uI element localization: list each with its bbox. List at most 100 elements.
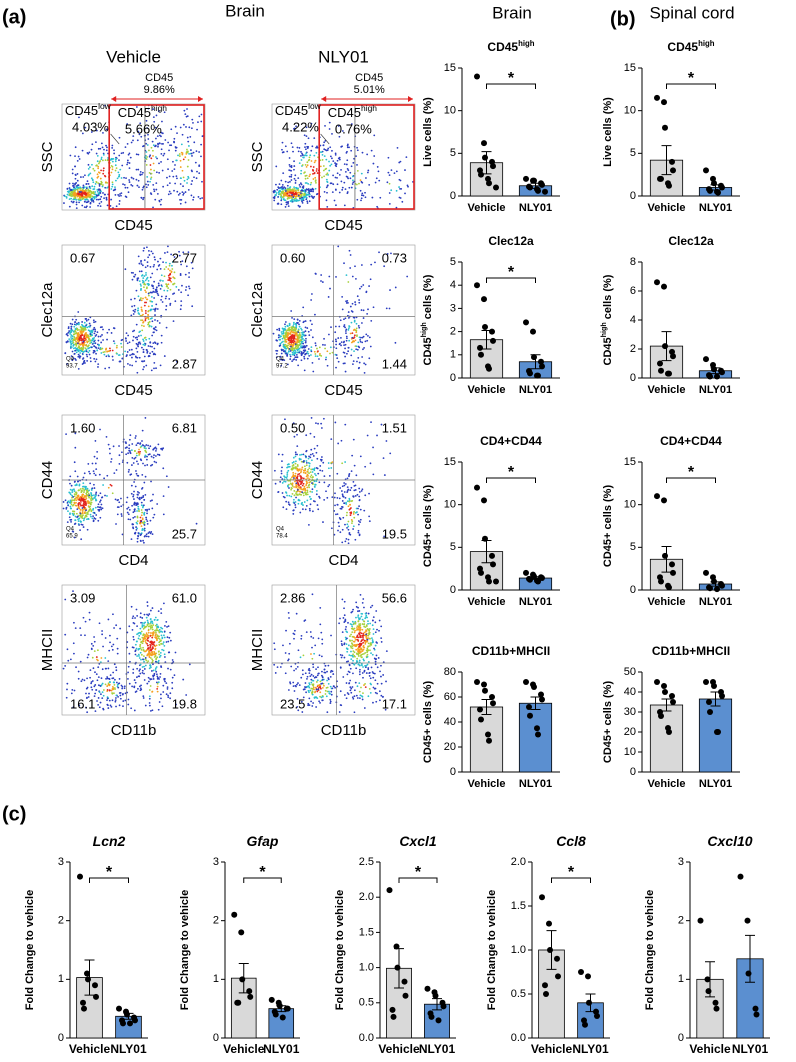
cell-dot <box>160 612 163 615</box>
cell-dot <box>186 178 189 181</box>
cell-dot <box>95 181 98 184</box>
cell-dot <box>296 445 299 448</box>
cell-dot <box>153 188 155 191</box>
cell-dot <box>355 277 357 280</box>
gate-value: 0.76% <box>335 121 372 136</box>
cell-dot <box>363 362 366 365</box>
cell-dot <box>104 186 107 189</box>
cell-dot <box>292 509 295 512</box>
cell-dot <box>335 189 337 191</box>
cell-dot <box>72 347 75 350</box>
cell-dot <box>338 525 341 528</box>
cell-dot <box>137 687 139 690</box>
cell-dot <box>310 459 313 462</box>
cell-dot <box>275 192 278 194</box>
cell-dot <box>88 191 90 194</box>
cell-dot <box>111 160 114 163</box>
cell-dot <box>94 462 97 465</box>
cell-dot <box>355 322 358 325</box>
cell-dot <box>347 329 350 331</box>
cell-dot <box>316 444 319 447</box>
cell-dot <box>89 190 92 193</box>
cell-dot <box>335 204 337 207</box>
cell-dot <box>151 628 154 631</box>
cell-dot <box>113 189 116 191</box>
cell-dot <box>354 495 357 497</box>
cell-dot <box>142 504 145 507</box>
cell-dot <box>310 468 313 471</box>
cell-dot <box>102 184 104 186</box>
cell-dot <box>88 173 90 176</box>
cell-dot <box>306 491 309 494</box>
cell-dot <box>74 328 77 331</box>
cell-dot <box>405 156 408 159</box>
cell-dot <box>123 176 125 179</box>
cell-dot <box>88 330 91 332</box>
cell-dot <box>77 155 80 158</box>
cell-dot <box>148 355 151 358</box>
cell-dot <box>151 507 154 510</box>
cell-dot <box>74 192 77 195</box>
cell-dot <box>73 689 76 692</box>
cell-dot <box>313 137 316 140</box>
cell-dot <box>348 473 351 475</box>
cell-dot <box>162 495 165 498</box>
cell-dot <box>187 188 190 191</box>
cell-dot <box>76 159 79 162</box>
cell-dot <box>389 452 392 455</box>
cell-dot <box>117 498 120 501</box>
cell-dot <box>166 176 168 179</box>
cell-dot <box>97 339 100 342</box>
cell-dot <box>96 176 99 179</box>
cell-dot <box>303 487 306 490</box>
cell-dot <box>94 330 97 333</box>
cell-dot <box>145 246 148 249</box>
cell-dot <box>141 171 144 174</box>
cell-dot <box>144 493 147 496</box>
cell-dot <box>75 666 77 669</box>
cell-dot <box>341 186 344 189</box>
cell-dot <box>73 333 76 335</box>
cell-dot <box>156 682 159 685</box>
cell-dot <box>354 511 357 514</box>
cell-dot <box>312 500 315 502</box>
cell-dot <box>69 154 72 157</box>
cell-dot <box>315 490 318 492</box>
cell-dot <box>353 464 356 467</box>
cell-dot <box>301 481 303 484</box>
cell-dot <box>62 667 65 670</box>
cell-dot <box>297 204 300 207</box>
cell-dot <box>302 331 304 334</box>
cell-dot <box>147 625 150 628</box>
cell-dot <box>158 631 161 634</box>
cell-dot <box>93 357 96 360</box>
cell-dot <box>115 624 118 627</box>
cell-dot <box>138 262 141 265</box>
cell-dot <box>341 528 344 531</box>
cell-dot <box>345 514 348 517</box>
cell-dot <box>185 265 188 268</box>
cell-dot <box>105 149 108 152</box>
cell-dot <box>304 490 307 492</box>
cell-dot <box>140 270 143 273</box>
cell-dot <box>370 149 373 152</box>
cell-dot <box>347 177 350 180</box>
cell-dot <box>147 284 150 287</box>
cell-dot <box>127 518 130 521</box>
cell-dot <box>87 335 90 338</box>
cell-dot <box>95 141 97 144</box>
cell-dot <box>102 484 104 486</box>
cell-dot <box>331 191 334 194</box>
cell-dot <box>344 523 346 526</box>
cell-dot <box>295 327 297 330</box>
axis-label: SSC <box>39 141 56 172</box>
cell-dot <box>81 348 84 350</box>
cell-dot <box>334 325 337 328</box>
cell-dot <box>346 167 349 170</box>
cell-dot <box>294 174 297 177</box>
cell-dot <box>329 287 331 290</box>
cell-dot <box>284 206 287 208</box>
cell-dot <box>135 106 138 108</box>
cell-dot <box>153 460 156 463</box>
cell-dot <box>343 491 346 493</box>
